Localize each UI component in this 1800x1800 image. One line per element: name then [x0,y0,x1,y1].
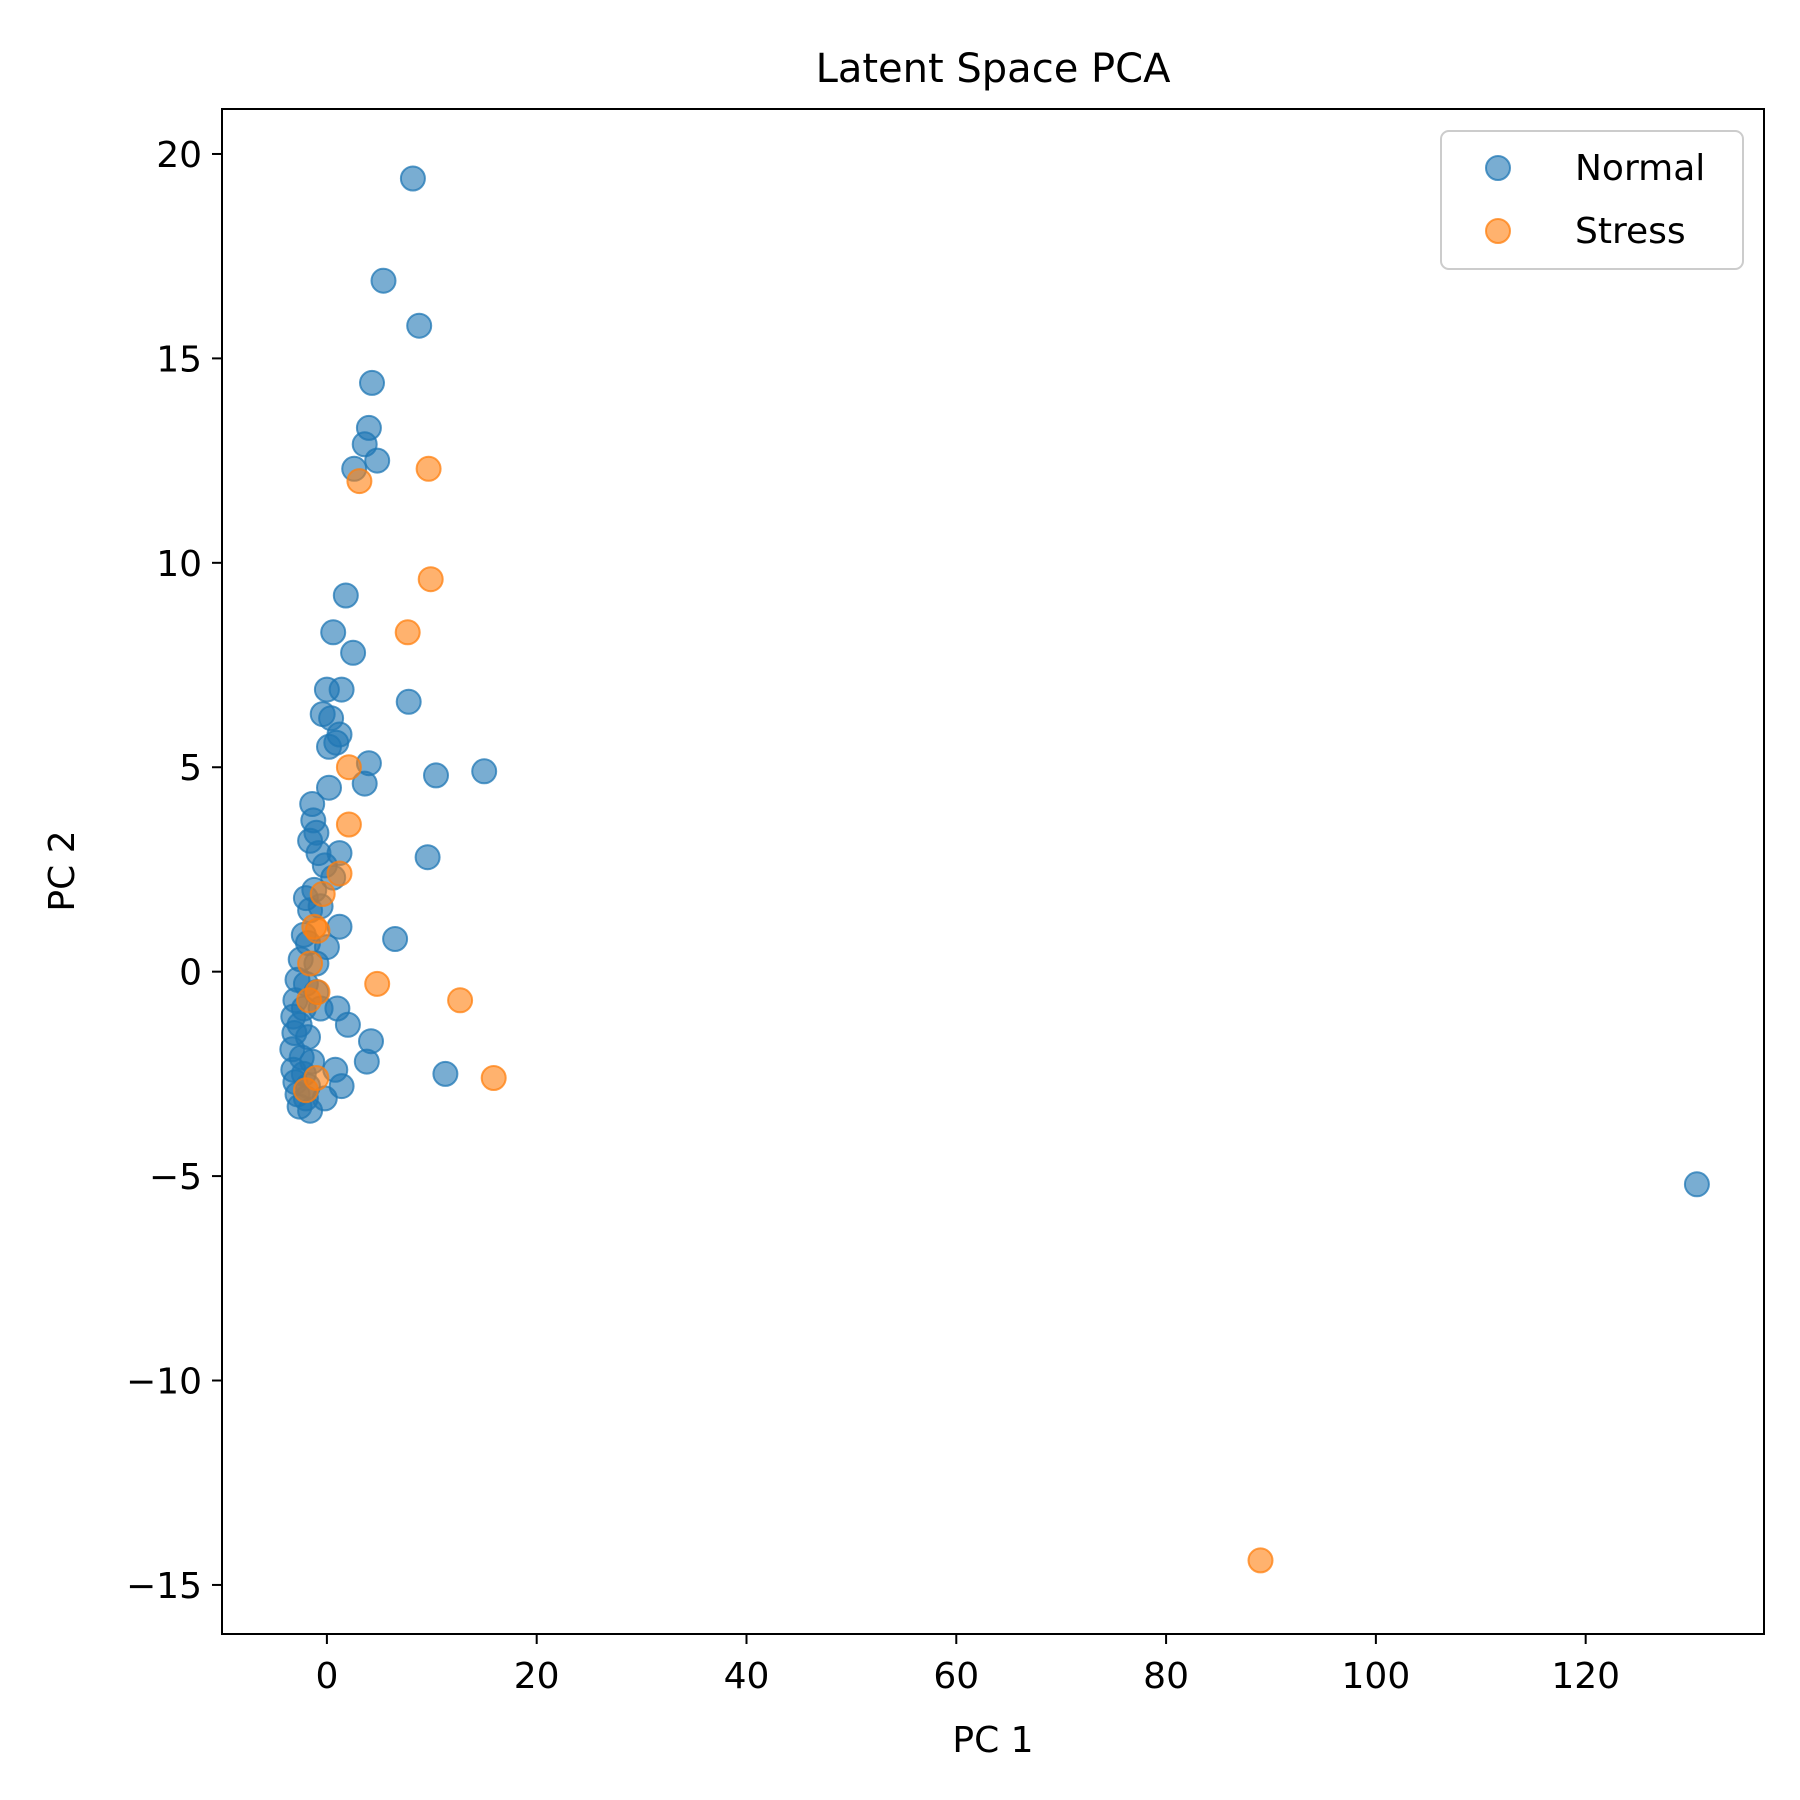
x-tick-label: 120 [1551,1656,1620,1697]
y-tick-label: 15 [156,339,202,380]
legend-label-normal: Normal [1575,148,1705,189]
data-point [364,447,391,474]
plot-area [279,165,1710,1574]
legend-label-stress: Stress [1575,211,1686,252]
data-point [328,676,355,703]
data-point [326,860,353,887]
legend-box [1440,130,1744,270]
series-stress [292,455,1274,1574]
data-point [323,729,350,756]
data-point [415,455,442,482]
data-point [471,758,498,785]
x-axis-label: PC 1 [952,1720,1033,1761]
y-tick-label: 10 [156,544,202,585]
chart-title: Latent Space PCA [816,46,1172,92]
data-point [297,950,324,977]
legend-marker-normal [1485,155,1511,181]
data-point [432,1060,459,1087]
data-point [320,619,347,646]
data-point [292,1077,319,1104]
data-point [353,1048,380,1075]
x-tick-label: 100 [1342,1656,1411,1697]
legend-marker-stress [1485,218,1511,244]
data-point [395,688,422,715]
y-tick-label: 5 [179,748,202,789]
data-point [1683,1171,1710,1198]
y-tick-label: −15 [126,1566,202,1607]
data-point [394,619,421,646]
x-tick-label: 60 [933,1656,979,1697]
y-axis: 20 15 10 5 0 −5 −10 −15 [126,135,222,1607]
y-tick-label: 0 [179,953,202,994]
data-point [382,926,409,952]
y-tick-label: −5 [149,1157,202,1198]
x-tick-label: 20 [514,1656,560,1697]
plot-frame [221,108,1765,1635]
data-point [399,165,426,192]
data-point [364,970,391,997]
data-point [316,774,342,801]
data-point [447,987,474,1014]
data-point [335,811,362,838]
data-point [346,468,373,495]
data-point [340,639,367,666]
data-point [351,770,378,797]
data-point [296,987,323,1014]
data-point [480,1065,507,1091]
y-axis-label: PC 2 [42,830,83,911]
data-point [417,566,444,593]
series-normal [279,165,1710,1198]
y-tick-label: −10 [126,1362,202,1403]
data-point [359,369,385,396]
data-point [304,917,331,944]
data-point [423,762,449,789]
data-point [414,844,441,871]
data-point [309,881,336,907]
x-tick-label: 80 [1143,1656,1189,1697]
x-tick-label: 0 [315,1656,338,1697]
data-point [335,754,362,781]
data-point [406,312,433,339]
x-axis: 0 20 40 60 80 100 120 [315,1634,1620,1697]
data-point [1247,1547,1274,1574]
data-point [334,1011,361,1038]
y-tick-label: 20 [156,135,202,176]
x-tick-label: 40 [724,1656,770,1697]
legend: Normal Stress [1440,130,1744,270]
data-point [370,267,397,294]
data-point [332,582,359,609]
